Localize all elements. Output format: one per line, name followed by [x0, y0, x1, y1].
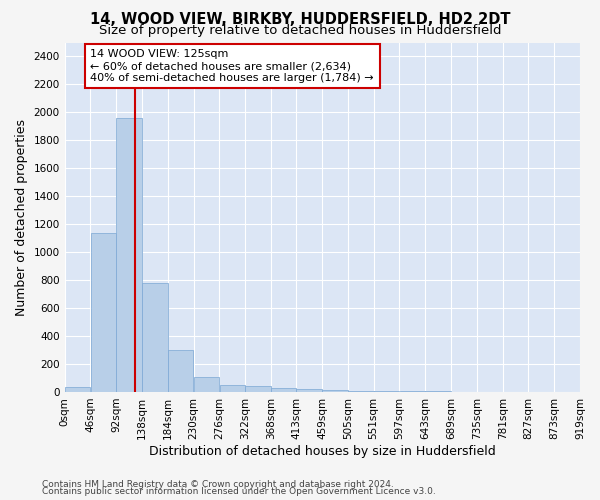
Text: Size of property relative to detached houses in Huddersfield: Size of property relative to detached ho… [99, 24, 501, 37]
Bar [220, 385, 245, 392]
Bar [168, 350, 193, 392]
Text: Contains public sector information licensed under the Open Government Licence v3: Contains public sector information licen… [42, 488, 436, 496]
Bar [348, 390, 374, 392]
Bar [91, 232, 116, 392]
Bar [374, 391, 399, 392]
Bar [245, 386, 271, 392]
Text: Contains HM Land Registry data © Crown copyright and database right 2024.: Contains HM Land Registry data © Crown c… [42, 480, 394, 489]
Bar [296, 389, 322, 392]
Text: 14 WOOD VIEW: 125sqm
← 60% of detached houses are smaller (2,634)
40% of semi-de: 14 WOOD VIEW: 125sqm ← 60% of detached h… [91, 50, 374, 82]
Bar [65, 387, 91, 392]
X-axis label: Distribution of detached houses by size in Huddersfield: Distribution of detached houses by size … [149, 444, 496, 458]
Text: 14, WOOD VIEW, BIRKBY, HUDDERSFIELD, HD2 2DT: 14, WOOD VIEW, BIRKBY, HUDDERSFIELD, HD2… [90, 12, 510, 28]
Bar [271, 388, 296, 392]
Bar [116, 118, 142, 392]
Bar [142, 283, 168, 392]
Bar [194, 378, 219, 392]
Y-axis label: Number of detached properties: Number of detached properties [15, 118, 28, 316]
Bar [322, 390, 348, 392]
